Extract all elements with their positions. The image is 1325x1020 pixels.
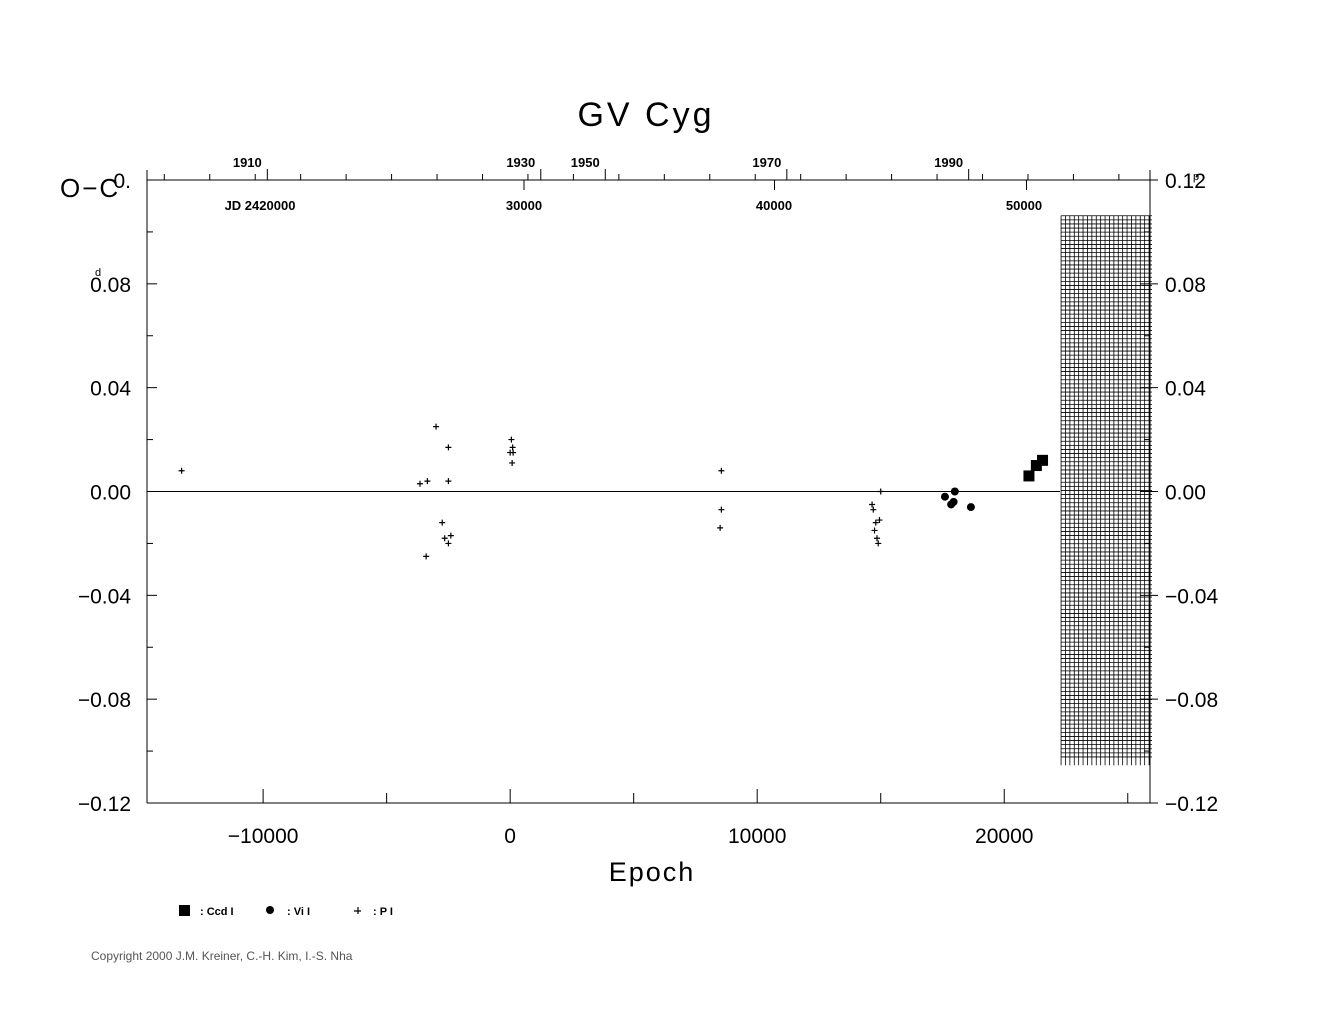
photographic-point: [439, 519, 446, 526]
x-tick-label: 20000: [975, 825, 1033, 848]
legend: : Ccd I : Vi I : P I: [179, 905, 393, 918]
y-tick-label-left: −0.04: [78, 585, 131, 608]
y-tick-label-right: 0.08: [1165, 274, 1206, 297]
photographic-point: [718, 467, 725, 474]
photographic-point: [423, 553, 430, 560]
photographic-point: [445, 478, 452, 485]
top-jd-label: 50000: [1006, 198, 1042, 213]
y-tick-label-left: −0.08: [78, 689, 131, 712]
legend-label: : Ccd I: [200, 906, 234, 918]
x-tick-label: 10000: [728, 825, 786, 848]
top-year-label: 1930: [506, 155, 535, 170]
y-tick-label-left: −0.12: [78, 793, 131, 816]
photographic-point: [869, 501, 876, 508]
plot-axes: −0.12 −0.12 −0.08 −0.08 −0.04 −0.04 0.00 0.00 0.…: [78, 155, 1219, 848]
legend-square-icon: [179, 905, 190, 916]
photographic-point: [718, 506, 725, 513]
chart-title: GV Cyg: [577, 96, 714, 134]
photographic-point: [445, 540, 452, 547]
y-tick-label-right: 0.04: [1165, 378, 1206, 401]
y-axis-label: O−C: [60, 173, 120, 203]
y-tick-label-left: 0.00: [90, 482, 131, 505]
photographic-point: [508, 436, 515, 443]
photographic-point: [509, 444, 516, 451]
x-axis-label: Epoch: [609, 857, 696, 887]
photographic-point: [441, 535, 448, 542]
visual-point: [940, 492, 949, 501]
copyright-notice: Copyright 2000 J.M. Kreiner, C.-H. Kim, …: [91, 949, 353, 963]
photographic-point: [876, 517, 883, 524]
photographic-point: [872, 519, 879, 526]
visual-point: [966, 503, 975, 512]
photographic-point: [424, 478, 431, 485]
legend-circle-icon: [266, 906, 274, 914]
y-tick-label-right: −0.12: [1165, 793, 1218, 816]
photographic-point: [875, 540, 882, 547]
y-tick-label-left: 0.04: [90, 378, 131, 401]
y-tick-label-right: 0.12: [1165, 170, 1206, 193]
photographic-point: [874, 535, 881, 542]
y-unit-right: p: [1193, 171, 1199, 183]
top-year-label: 1910: [233, 155, 262, 170]
top-jd-label: 40000: [756, 198, 792, 213]
photographic-point: [871, 527, 878, 534]
visual-point: [949, 497, 958, 506]
ccd-point: [1030, 460, 1042, 472]
photographic-point: [416, 480, 423, 487]
photographic-point: [178, 467, 185, 474]
photographic-point: [510, 449, 517, 456]
photographic-point: [445, 444, 452, 451]
legend-label: : Vi I: [287, 906, 310, 918]
x-tick-label: −10000: [228, 825, 299, 848]
top-jd-label: 30000: [506, 198, 542, 213]
top-year-label: 1970: [752, 155, 781, 170]
y-tick-label-left: 0.: [113, 170, 131, 193]
data-points: [178, 423, 1049, 560]
y-tick-label-left: 0.08: [90, 274, 131, 297]
photographic-point: [717, 524, 724, 531]
photographic-point: [433, 423, 440, 430]
x-tick-label: 0: [504, 825, 516, 848]
photographic-point: [877, 488, 884, 495]
photographic-point: [509, 459, 516, 466]
y-tick-label-right: −0.04: [1165, 585, 1218, 608]
photographic-point: [870, 506, 877, 513]
y-unit-left: d: [95, 267, 101, 279]
photographic-point: [447, 532, 454, 539]
ccd-point: [1037, 454, 1049, 466]
top-year-label: 1990: [934, 155, 963, 170]
visual-point: [950, 487, 959, 496]
y-tick-label-right: 0.00: [1165, 482, 1206, 505]
legend-label: : P I: [373, 906, 393, 918]
legend-plus-icon: [354, 907, 361, 914]
top-jd-label: JD 2420000: [225, 198, 296, 213]
y-tick-label-right: −0.08: [1165, 689, 1218, 712]
ccd-point: [1023, 470, 1035, 482]
top-year-label: 1950: [571, 155, 600, 170]
